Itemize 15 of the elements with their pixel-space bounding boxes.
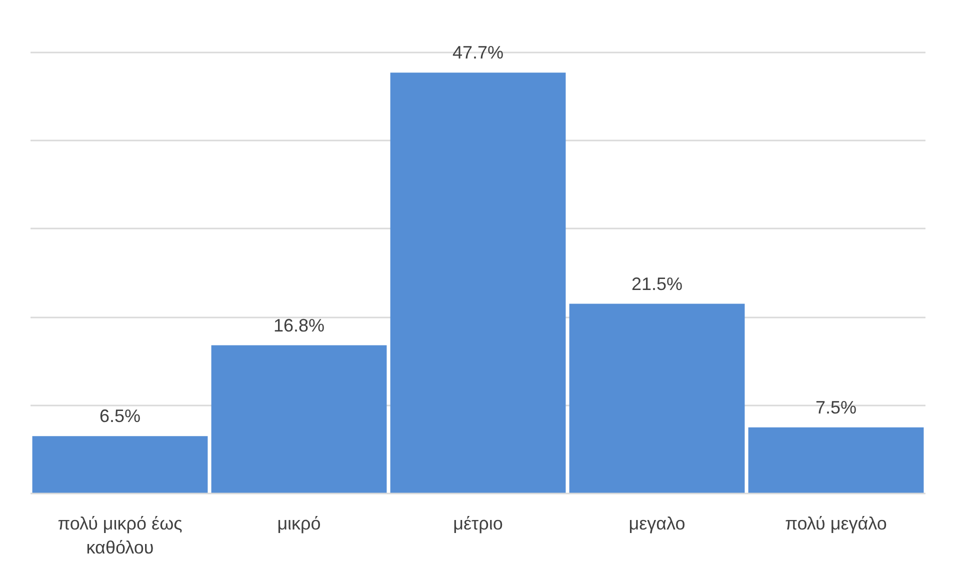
data-label: 47.7% <box>452 42 504 63</box>
x-tick-label: πολύ μικρό έως καθόλου <box>58 514 183 558</box>
bar <box>748 427 924 494</box>
x-tick-label: μεγαλο <box>628 514 686 534</box>
data-label: 6.5% <box>99 406 141 426</box>
bar <box>390 72 566 494</box>
data-label: 16.8% <box>273 315 325 336</box>
x-tick-label: μέτριο <box>453 514 503 534</box>
bar <box>32 436 208 494</box>
data-label: 7.5% <box>815 397 857 418</box>
bar <box>569 304 745 494</box>
data-label: 21.5% <box>631 274 683 294</box>
x-tick-label: πολύ μεγάλο <box>785 514 887 534</box>
bar <box>211 345 387 494</box>
x-tick-label: μικρό <box>277 514 321 534</box>
